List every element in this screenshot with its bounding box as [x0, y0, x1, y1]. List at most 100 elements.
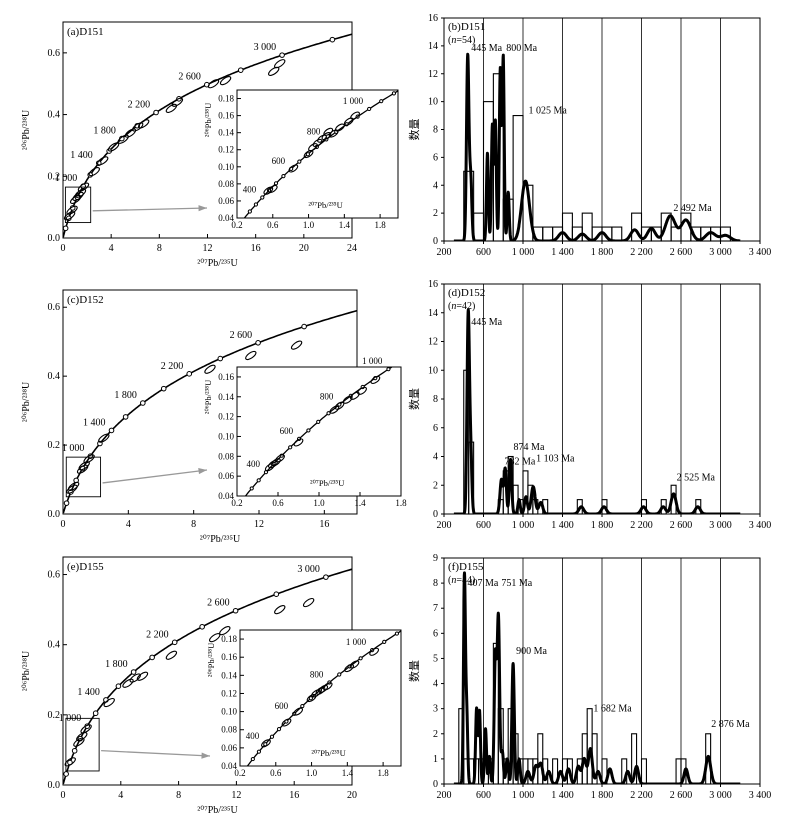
age-marker: [276, 727, 282, 732]
concordia-age-label: 3 000: [254, 42, 277, 53]
y-tick-label: 4: [433, 180, 438, 191]
concordia-age-label: 800: [307, 126, 321, 136]
panel-b-histogram: 200 600 1 000 1 400 1 800 2 200 2 600 3 000 3 40…: [408, 13, 771, 258]
inset-x-axis-label: ²⁰⁷Pb/²³⁵U: [308, 200, 342, 210]
concordia-curve: [63, 33, 352, 238]
sample-count: (n=54): [448, 35, 475, 46]
x-tick-label: 1.8: [377, 768, 389, 778]
concordia-age-label: 1 000: [362, 356, 383, 366]
age-marker: [358, 656, 363, 661]
x-tick-label: 2 200: [630, 790, 653, 801]
inset-x-axis-label: ²⁰⁷Pb/²³⁵U: [310, 478, 344, 488]
concordia-age-label: 400: [243, 185, 257, 195]
y-tick-label: 0.16: [218, 372, 234, 382]
x-tick-label: 1.8: [374, 220, 386, 230]
age-marker: [253, 202, 259, 207]
analysis-ellipse: [293, 707, 304, 716]
age-peak-annotation: 407 Ma: [467, 578, 498, 589]
x-tick-label: 1.4: [339, 220, 351, 230]
x-axis-label: ²⁰⁷Pb/²³⁵U: [197, 258, 238, 269]
x-tick-label: 12: [254, 519, 264, 530]
age-marker: [186, 371, 193, 377]
age-marker: [255, 339, 261, 346]
zoom-arrow-head: [201, 752, 210, 759]
panel-label: (c)D152: [67, 294, 104, 306]
x-tick-label: 2 200: [630, 520, 653, 531]
y-tick-label: 0.08: [218, 179, 234, 189]
analysis-ellipse: [80, 724, 92, 734]
concordia-age-label: 800: [320, 392, 334, 402]
age-marker: [250, 756, 255, 762]
y-tick-label: 6: [433, 152, 438, 163]
y-tick-label: 0.4: [48, 371, 61, 382]
y-tick-label: 0.08: [218, 451, 234, 461]
age-marker: [281, 174, 286, 179]
panel-c-inset: 400 600 800 1 000 0.2 0.6 1.0 1.4 1.8 0.04 0.06 0.0…: [203, 356, 407, 508]
concordia-age-label: 1 000: [346, 637, 367, 647]
analysis-ellipse: [329, 405, 340, 414]
inset-y-axis-label: ²⁰⁶Pb/²³⁸U: [203, 103, 213, 137]
y-tick-label: 0.04: [221, 761, 237, 771]
y-tick-label: 9: [433, 553, 438, 564]
analysis-ellipse: [72, 191, 84, 201]
age-marker: [237, 67, 244, 73]
analysis-ellipse: [322, 682, 333, 691]
y-tick-label: 4: [433, 452, 438, 463]
panel-label: (a)D151: [67, 26, 104, 38]
x-tick-label: 1 400: [551, 520, 574, 531]
histogram-bar: [611, 226, 623, 242]
x-tick-label: 8: [191, 519, 196, 530]
x-tick-label: 2 200: [630, 247, 653, 258]
x-tick-label: 4: [109, 243, 114, 254]
probability-density-curve: [452, 52, 742, 241]
zoom-region-box: [65, 456, 102, 498]
panel-d-histogram: 200 600 1 000 1 400 1 800 2 200 2 600 3 000 3 40…: [408, 279, 771, 531]
concordia-curve: [63, 309, 357, 514]
analysis-ellipse: [219, 626, 231, 636]
analysis-ellipse: [274, 605, 286, 615]
concordia-age-label: 2 200: [146, 629, 169, 640]
zoom-arrow: [101, 750, 211, 757]
y-tick-label: 0.4: [48, 640, 61, 651]
age-marker: [386, 367, 391, 372]
analysis-ellipse: [308, 143, 318, 152]
x-tick-label: 3 000: [709, 247, 732, 258]
x-tick-label: 1.0: [303, 220, 315, 230]
age-peak-annotation: 900 Ma: [516, 646, 547, 657]
age-marker: [62, 225, 69, 232]
analysis-ellipse: [77, 182, 90, 192]
x-tick-label: 4: [118, 790, 123, 801]
y-tick-label: 0.06: [221, 743, 237, 753]
concordia-age-label: 2 600: [230, 330, 253, 341]
age-marker: [153, 109, 159, 116]
y-tick-label: 16: [428, 13, 438, 24]
y-tick-label: 0.10: [221, 707, 237, 717]
x-tick-label: 12: [231, 790, 241, 801]
concordia-age-label: 1 400: [77, 687, 100, 698]
x-tick-label: 2 600: [670, 520, 693, 531]
age-peak-annotation: 800 Ma: [506, 43, 537, 54]
analysis-ellipse: [207, 79, 220, 89]
x-tick-label: 600: [476, 520, 491, 531]
x-tick-label: 0.2: [231, 498, 242, 508]
concordia-age-label: 2 200: [161, 361, 184, 372]
y-tick-label: 0: [433, 236, 438, 247]
concordia-age-label: 1 800: [105, 659, 128, 670]
y-tick-label: 0.14: [221, 670, 237, 680]
age-marker: [300, 703, 305, 709]
y-tick-label: 0.14: [218, 128, 234, 138]
y-axis-label: 数量: [408, 388, 421, 410]
concordia-age-label: 800: [310, 669, 324, 679]
y-tick-label: 12: [428, 337, 438, 348]
age-marker: [232, 607, 239, 614]
analysis-ellipse: [117, 134, 129, 144]
panel-e-inset: 400 600 800 1 000 0.2 0.6 1.0 1.4 1.8 0.04 0.06 0.0…: [206, 629, 402, 778]
y-tick-label: 0.14: [218, 392, 234, 402]
x-tick-label: 200: [437, 247, 452, 258]
x-tick-label: 1.4: [342, 768, 354, 778]
y-tick-label: 3: [433, 704, 438, 715]
y-axis-label: ²⁰⁶Pb/²³⁸U: [21, 381, 32, 422]
age-marker: [63, 500, 70, 506]
x-tick-label: 0: [61, 790, 66, 801]
analysis-ellipse: [122, 678, 134, 688]
